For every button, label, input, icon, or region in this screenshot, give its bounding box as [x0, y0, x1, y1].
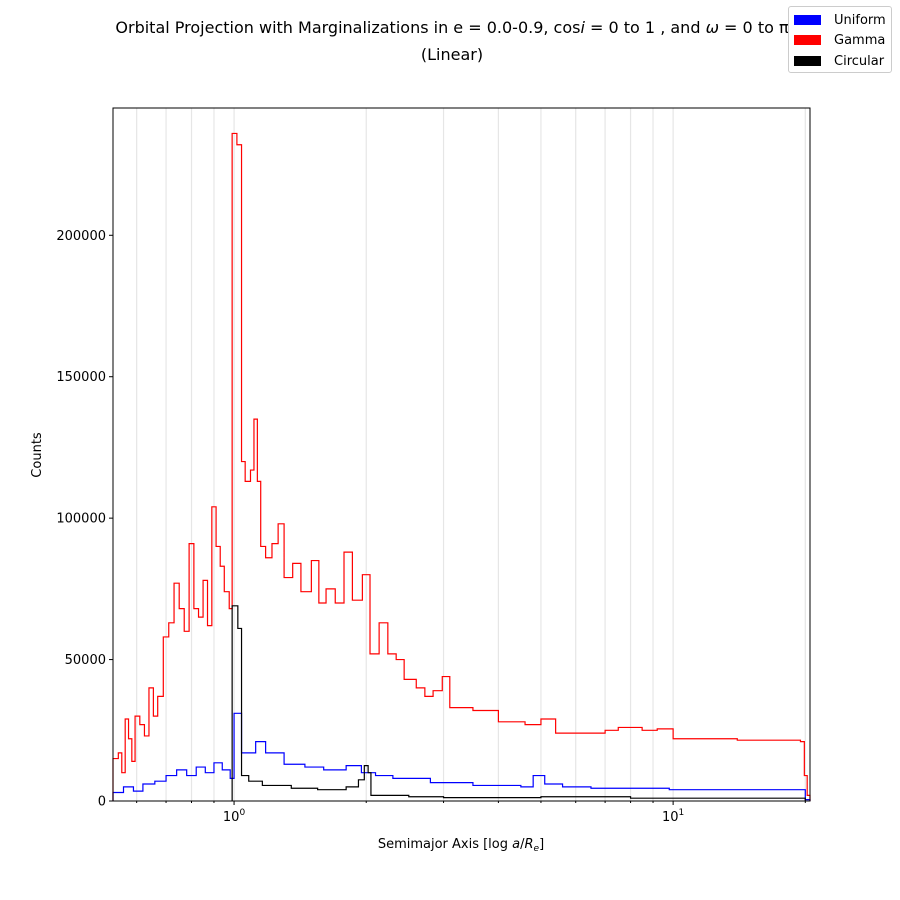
legend-swatch-circular	[794, 56, 821, 66]
legend-swatch-uniform	[794, 15, 821, 25]
x-grid-lines	[136, 108, 806, 801]
chart-subtitle: (Linear)	[421, 45, 483, 64]
plot-area-frame	[112, 107, 811, 802]
x-tick-label: 100	[223, 808, 246, 825]
series-line-circular	[231, 605, 806, 801]
y-tick-label: 200000	[56, 229, 106, 244]
y-axis-label: Counts	[30, 432, 45, 478]
x-tick-label: 101	[662, 808, 684, 825]
y-tick-label: 100000	[56, 512, 106, 527]
series-layer	[112, 132, 811, 801]
legend-item-uniform: Uniform	[794, 12, 886, 28]
y-tick-label: 0	[98, 795, 106, 810]
series-line-gamma	[112, 132, 811, 801]
legend-label-uniform: Uniform	[834, 12, 886, 28]
chart-title-group: Orbital Projection with Marginalizations…	[115, 18, 789, 64]
legend-swatch-gamma	[794, 35, 821, 45]
chart-title: Orbital Projection with Marginalizations…	[115, 18, 789, 37]
series-line-uniform	[112, 712, 811, 801]
legend-item-gamma: Gamma	[794, 32, 885, 48]
y-tick-label: 150000	[56, 370, 106, 385]
legend: Uniform Gamma Circular	[788, 6, 892, 73]
legend-label-circular: Circular	[834, 53, 885, 69]
x-axis-label: Semimajor Axis [log a/Re]	[378, 837, 544, 854]
legend-label-gamma: Gamma	[834, 32, 886, 48]
y-axis: 0 50000 100000 150000 200000	[56, 229, 113, 810]
y-tick-label: 50000	[65, 653, 106, 668]
legend-item-circular: Circular	[794, 53, 884, 69]
x-axis: 100 101	[136, 801, 806, 825]
